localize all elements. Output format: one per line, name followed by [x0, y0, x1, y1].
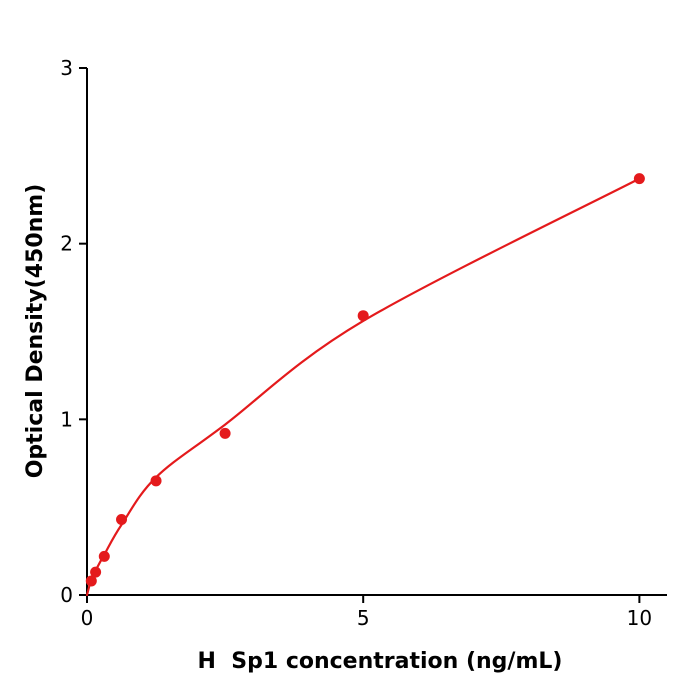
data-point: [219, 427, 231, 439]
y-tick-label: 2: [60, 232, 73, 256]
y-tick-label: 1: [60, 407, 73, 431]
data-point: [633, 173, 645, 185]
y-tick-label: 3: [60, 56, 73, 80]
data-point: [90, 566, 102, 578]
x-tick-label: 0: [81, 606, 94, 630]
x-axis-title: H Sp1 concentration (ng/mL): [198, 649, 563, 674]
x-tick-label: 5: [357, 606, 370, 630]
data-point: [357, 310, 369, 322]
data-series: [85, 173, 645, 597]
x-tick-label: 10: [627, 606, 652, 630]
tick-marks: [79, 67, 641, 603]
y-tick-label: 0: [60, 583, 73, 607]
data-point: [98, 550, 110, 562]
axes: [86, 68, 667, 596]
data-point: [116, 513, 128, 525]
data-point: [85, 575, 97, 587]
fit-curve: [85, 177, 641, 597]
y-axis-title: Optical Density(450nm): [23, 184, 48, 479]
data-point: [150, 475, 162, 487]
tick-labels: 0 5 10 0 1 2 3: [60, 56, 652, 630]
